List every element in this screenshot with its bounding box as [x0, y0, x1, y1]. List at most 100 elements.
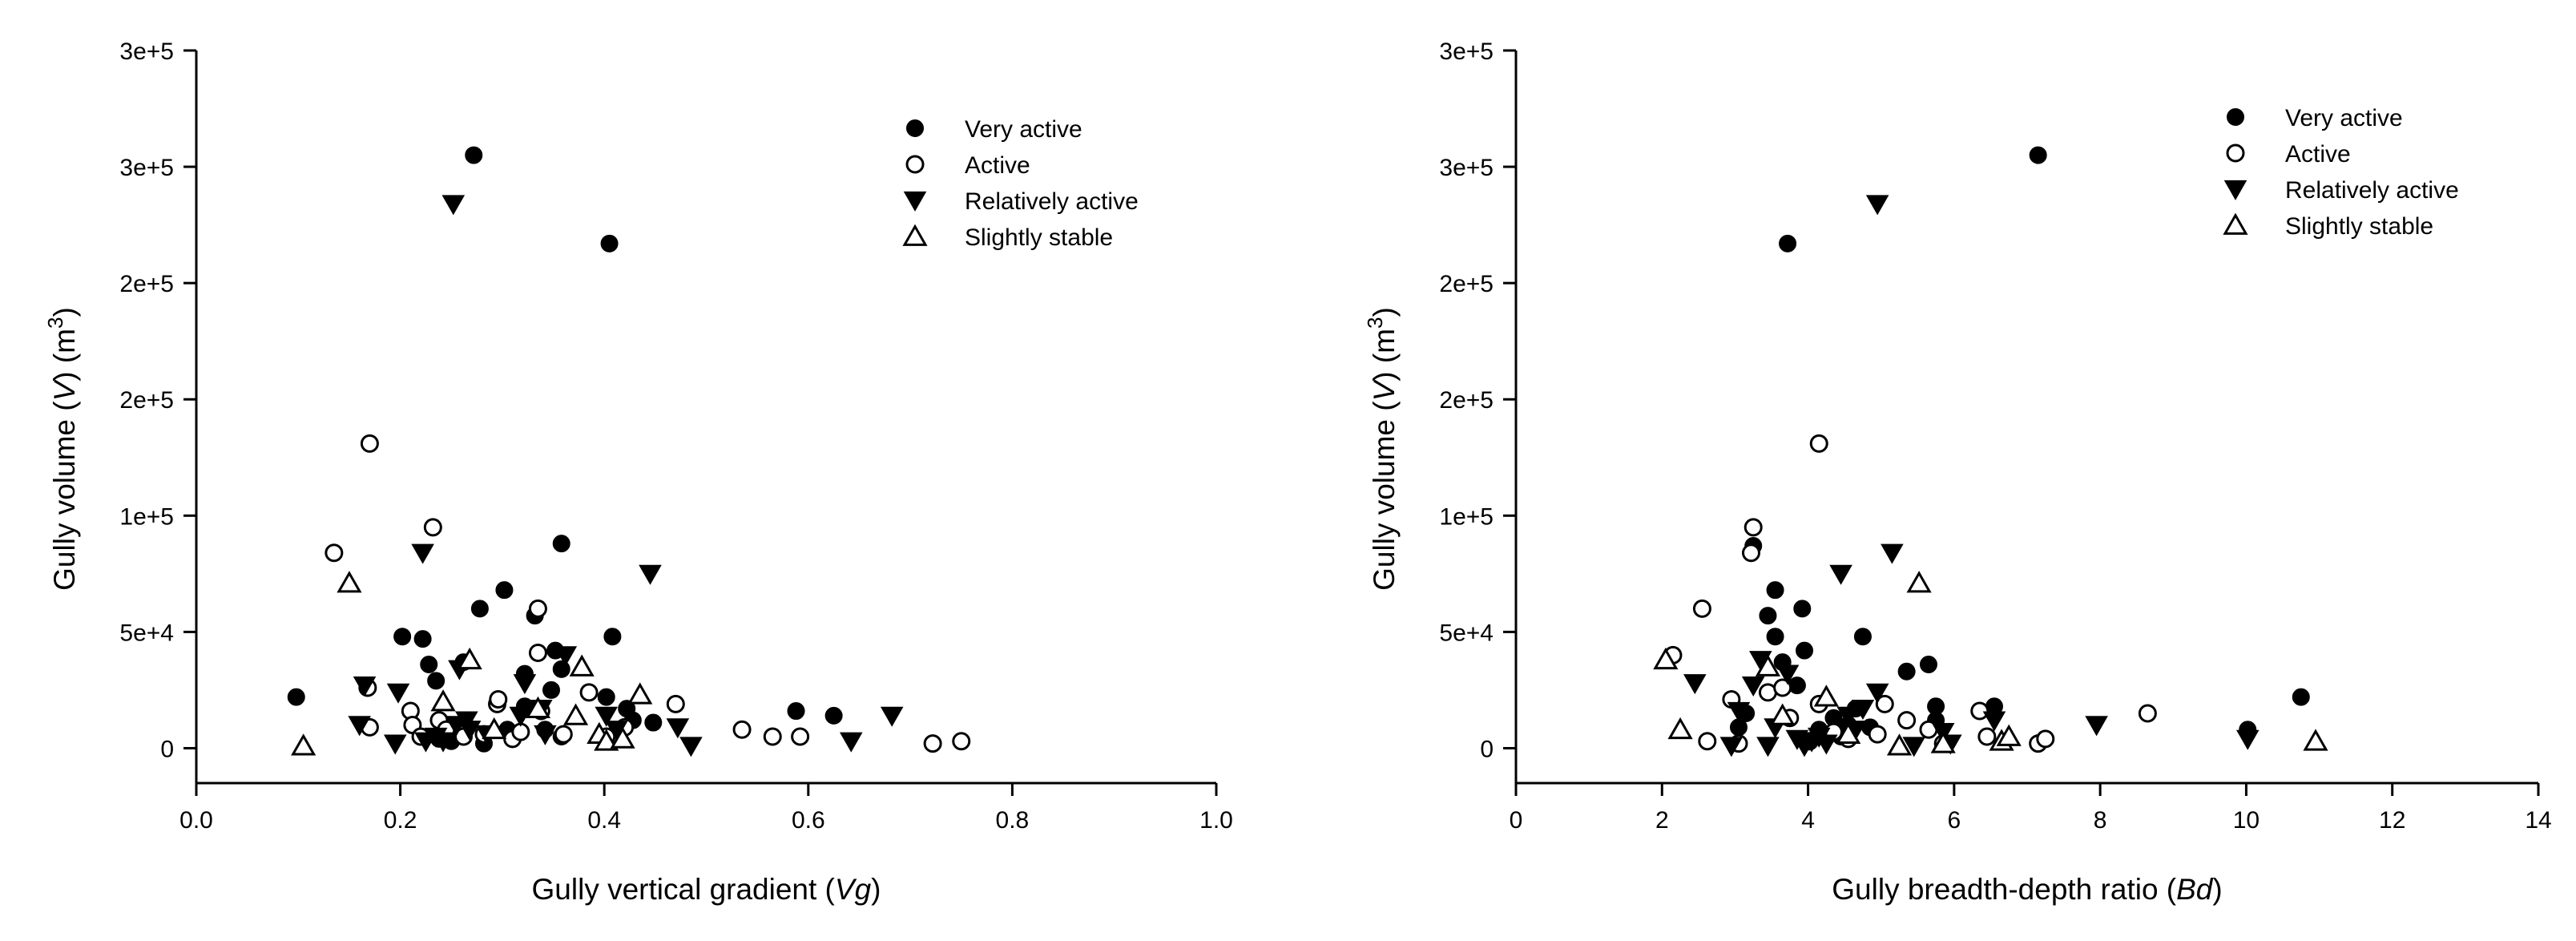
data-point-slightly-stable [1836, 721, 1861, 744]
data-point-very-active [1793, 600, 1812, 618]
data-point-relatively-active [880, 706, 904, 727]
legend-marker-slightly-stable [2223, 212, 2248, 235]
y-axis-title: Gully volume (V) (m3) [43, 307, 81, 591]
legend-label-relatively-active: Relatively active [2285, 177, 2459, 204]
data-point-relatively-active [639, 564, 662, 585]
data-point-very-active [287, 688, 305, 706]
data-point-relatively-active [431, 732, 455, 753]
data-point-relatively-active [1851, 699, 1875, 721]
x-tick-label: 10 [2233, 807, 2260, 834]
data-point-very-active [597, 688, 615, 706]
data-point-active [666, 694, 685, 713]
x-tick-label: 0.8 [996, 807, 1030, 834]
data-point-slightly-stable [457, 647, 482, 670]
data-point-very-active [600, 234, 619, 252]
x-tick-label: 6 [1948, 807, 1961, 834]
data-point-active [2138, 704, 2157, 723]
legend-marker-slightly-stable [902, 224, 928, 246]
data-point-relatively-active [839, 732, 863, 753]
data-point-relatively-active [2235, 729, 2260, 750]
data-point-relatively-active [595, 706, 619, 727]
data-point-very-active [393, 628, 412, 646]
series-slightly-stable [1653, 571, 2328, 756]
data-point-relatively-active [458, 721, 482, 741]
data-point-relatively-active [2085, 716, 2108, 737]
legend: Very active Active Relatively active Slight… [902, 116, 1139, 251]
data-point-very-active [495, 581, 514, 600]
data-point-relatively-active [679, 737, 703, 757]
series-slightly-stable [291, 571, 653, 756]
series-relatively-active [348, 195, 904, 757]
y-tick-label: 3e+5 [119, 155, 174, 181]
legend-marker-relatively-active [903, 191, 927, 212]
data-point-slightly-stable [562, 703, 589, 725]
data-point-very-active [470, 600, 489, 618]
data-point-active [952, 732, 971, 751]
data-point-slightly-stable [1886, 733, 1913, 756]
data-point-active [1698, 732, 1717, 751]
data-point-active [1897, 711, 1917, 730]
data-point-very-active [787, 702, 805, 721]
data-point-very-active [465, 146, 483, 164]
x-tick-label: 1.0 [1199, 807, 1233, 834]
data-point-active [1809, 434, 1828, 453]
x-tick-label: 14 [2525, 807, 2551, 834]
data-point-very-active [1919, 656, 1937, 674]
data-point-relatively-active [666, 718, 690, 739]
data-point-relatively-active [348, 716, 371, 737]
series-relatively-active [1683, 195, 2260, 757]
data-point-relatively-active [513, 674, 537, 695]
data-point-very-active [1766, 628, 1784, 646]
y-tick-label: 1e+5 [1439, 503, 1494, 530]
x-tick-label: 0.4 [587, 807, 621, 834]
y-tick-label: 1e+5 [119, 503, 174, 530]
data-point-active [923, 734, 942, 753]
legend-label-slightly-stable: Slightly stable [2285, 213, 2433, 240]
data-point-very-active [824, 706, 843, 725]
data-point-active [554, 725, 573, 744]
data-point-active [1875, 694, 1894, 713]
data-point-slightly-stable [610, 726, 635, 749]
data-point-very-active [552, 535, 570, 553]
y-tick-label: 3e+5 [119, 38, 174, 65]
legend: Very active Active Relatively active Slight… [2223, 105, 2459, 240]
data-point-very-active [427, 672, 445, 690]
data-point-relatively-active [1683, 674, 1707, 695]
data-point-active [528, 599, 547, 618]
y-tick-label: 5e+4 [1439, 620, 1494, 646]
y-tick-label: 2e+5 [1439, 271, 1494, 297]
legend-label-very-active: Very active [2285, 105, 2403, 131]
data-point-very-active [420, 656, 438, 674]
y-axis-title: Gully volume (V) (m3) [1363, 307, 1401, 591]
data-point-relatively-active [534, 725, 557, 745]
legend-label-slightly-stable: Slightly stable [965, 224, 1113, 251]
data-point-active [579, 683, 599, 702]
data-point-active [1773, 678, 1792, 697]
data-point-very-active [1897, 662, 1916, 681]
chart-breadth-depth-ratio: 0 2 4 6 8 10 12 14 0 5e+4 1e+5 2e+5 2e+5 3e+5 3e+5 Gull… [1363, 38, 2552, 906]
data-point-relatively-active [1727, 701, 1751, 722]
y-tick-label: 0 [1480, 736, 1494, 762]
series-very-active [287, 146, 843, 753]
data-point-relatively-active [554, 646, 578, 667]
y-tick-label: 2e+5 [119, 387, 174, 414]
x-tick-label: 8 [2094, 807, 2107, 834]
data-point-relatively-active [441, 195, 466, 216]
data-point-very-active [1766, 581, 1784, 600]
data-point-slightly-stable [337, 571, 362, 593]
y-tick-label: 5e+4 [119, 620, 174, 646]
data-point-active [1692, 599, 1711, 618]
legend-marker-active [905, 155, 925, 174]
x-axis-title: Gully vertical gradient (Vg) [532, 873, 881, 906]
data-point-relatively-active [1982, 711, 2006, 732]
data-point-very-active [1779, 234, 1797, 252]
x-tick-label: 12 [2379, 807, 2405, 834]
data-point-relatively-active [411, 543, 434, 564]
data-point-active [1744, 518, 1763, 537]
x-axis-title: Gully breadth-depth ratio (Bd) [1832, 873, 2222, 906]
data-point-slightly-stable [1755, 654, 1781, 676]
data-point-active [360, 434, 379, 453]
data-point-very-active [542, 681, 561, 699]
data-point-relatively-active [1836, 706, 1860, 727]
